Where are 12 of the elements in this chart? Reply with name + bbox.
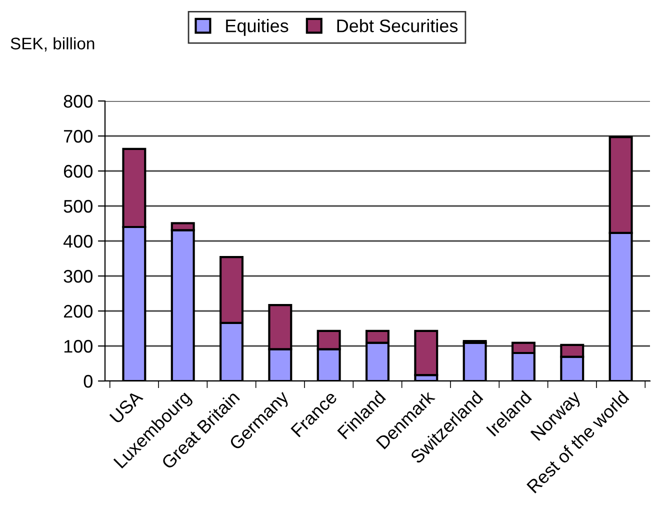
legend-label: Equities	[226, 18, 288, 36]
y-tick-label: 0	[84, 374, 92, 388]
y-tick-label: 700	[64, 130, 92, 143]
y-tick-label: 400	[63, 234, 92, 248]
y-tick-label: 800	[64, 94, 92, 108]
y-axis-title: SEK, billion	[10, 37, 94, 52]
y-tick-label: 600	[64, 164, 92, 178]
y-tick-label: 500	[64, 200, 92, 213]
y-tick-label: 100	[64, 340, 92, 353]
y-tick-label: 200	[64, 304, 92, 318]
y-tick-label: 300	[64, 270, 92, 283]
legend-label: Debt Securities	[337, 18, 458, 32]
